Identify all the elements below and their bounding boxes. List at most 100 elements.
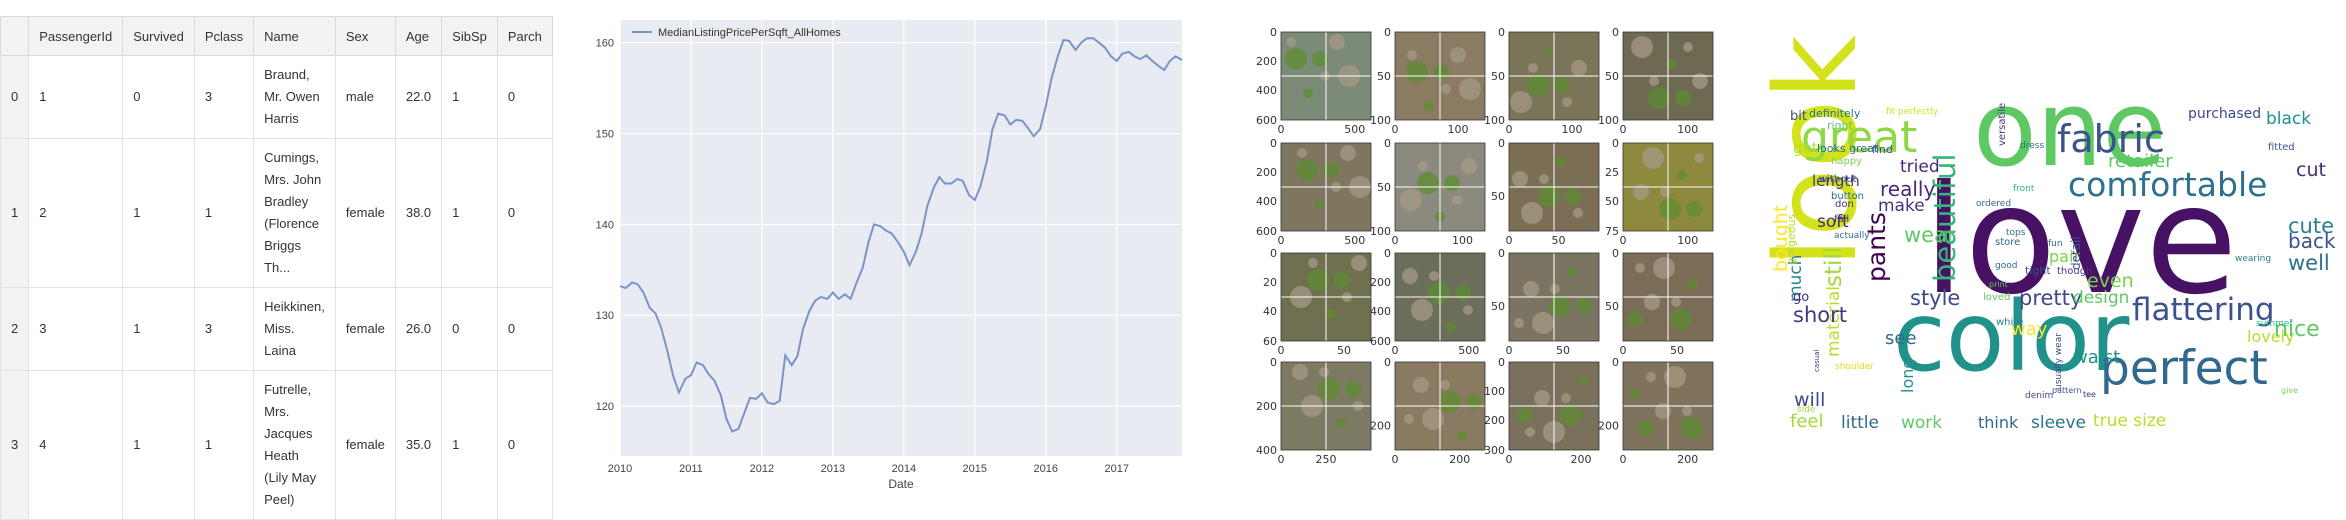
x-tick-label: 2013 [821, 463, 845, 475]
word-cloud-word: though [2057, 266, 2092, 277]
word-cloud-word: actually [1834, 231, 1870, 241]
tile-texture [1457, 431, 1467, 441]
tile-texture [1340, 145, 1356, 161]
tile-x-tick: 100 [1677, 234, 1698, 247]
tile-texture [1292, 364, 1308, 380]
word-cloud-word: little [1841, 413, 1879, 433]
tile-y-tick: 0 [1270, 137, 1277, 150]
tile-y-tick: 0 [1498, 26, 1505, 39]
tile-texture [1463, 305, 1473, 315]
tile-texture [1336, 418, 1346, 428]
tile-frame [1394, 361, 1486, 451]
series-line [619, 37, 1183, 433]
tile-texture [1517, 407, 1533, 423]
word-cloud-word: even [2087, 270, 2134, 292]
tile-texture [1646, 372, 1656, 382]
name-line: (Lily May [264, 470, 317, 485]
tile-texture [1351, 255, 1367, 271]
word-cloud-word: pattern [2052, 386, 2081, 395]
word-cloud-word: wearing [2235, 254, 2271, 264]
tile-y-tick: 60 [1263, 335, 1277, 348]
tile-x-tick: 0 [1278, 344, 1285, 357]
tile-frame [1280, 252, 1372, 342]
word-cloud-word: tried [1900, 157, 1940, 177]
word-cloud-word: tight [2025, 264, 2051, 277]
word-cloud-word: fitted [2268, 142, 2295, 153]
table-cell: 1 [122, 138, 195, 288]
tile-x-tick: 0 [1278, 234, 1285, 247]
name-line: Bradley [264, 194, 309, 209]
name-line: Heath [264, 448, 299, 463]
tile-x-tick: 50 [1556, 344, 1570, 357]
table-cell: 35.0 [394, 370, 443, 520]
image-tile: 0 50 0 50 [1605, 247, 1714, 357]
word-cloud-word: see [1885, 328, 1917, 349]
table-cell: 1 [441, 55, 498, 139]
name-line: Jacques [264, 426, 313, 441]
tile-texture [1688, 280, 1698, 290]
x-tick-label: 2015 [963, 463, 987, 475]
column-header: Age [394, 16, 443, 56]
tile-texture [1629, 389, 1639, 399]
table-cell: 4 [28, 370, 124, 520]
tile-texture [1682, 406, 1692, 416]
tile-x-tick: 500 [1344, 123, 1365, 136]
tile-y-tick: 0 [1384, 356, 1391, 369]
column-header: Survived [122, 16, 195, 56]
tile-texture [1521, 202, 1543, 224]
table-cell: 2 [28, 138, 124, 288]
tile-y-tick: 0 [1498, 137, 1505, 150]
image-tile: 0 200 0 100 200 300 [1484, 356, 1600, 466]
word-cloud-word: lovely [2247, 327, 2294, 346]
word-cloud-word: length [1812, 172, 1860, 190]
row-index: 2 [0, 287, 30, 371]
tile-frame [1508, 361, 1600, 451]
table-cell: 3 [193, 55, 255, 139]
word-cloud-word: love [1923, 154, 2238, 328]
tile-texture [1556, 157, 1566, 167]
name-line: Harris [264, 111, 299, 126]
tile-y-tick: 50 [1605, 70, 1619, 83]
tile-frame [1508, 31, 1600, 121]
tile-texture [1319, 367, 1329, 377]
tile-y-tick: 50 [1491, 70, 1505, 83]
word-cloud-word: tee [2083, 390, 2096, 399]
word-cloud-word: summer [2256, 319, 2293, 329]
tile-texture [1428, 282, 1450, 304]
tile-frame [1280, 142, 1372, 232]
tile-x-tick: 0 [1392, 453, 1399, 466]
tile-y-tick: 50 [1377, 181, 1391, 194]
word-cloud-word: comfortable [2068, 165, 2267, 204]
tile-texture [1571, 60, 1587, 76]
tile-x-tick: 100 [1677, 123, 1698, 136]
tile-y-tick: 300 [1484, 444, 1505, 457]
word-cloud-word: cut [2296, 159, 2326, 181]
tile-y-tick: 0 [1384, 137, 1391, 150]
tile-y-tick: 0 [1384, 26, 1391, 39]
name-line: Mrs. John [264, 172, 322, 187]
word-cloud-word: much [1786, 255, 1806, 302]
tile-texture [1512, 171, 1528, 187]
tile-y-tick: 0 [1612, 26, 1619, 39]
tile-x-tick: 0 [1620, 453, 1627, 466]
tile-texture [1525, 427, 1535, 437]
tile-texture [1523, 281, 1539, 297]
tile-texture [1461, 158, 1477, 174]
tile-frame [1280, 361, 1372, 451]
tile-texture [1297, 148, 1307, 158]
tile-texture [1528, 63, 1538, 73]
tile-texture [1538, 185, 1560, 207]
tile-x-tick: 200 [1677, 453, 1698, 466]
y-tick-label: 140 [596, 219, 614, 231]
word-cloud-word: got [1793, 139, 1818, 157]
word-cloud-word: make [1878, 196, 1925, 216]
word-cloud-word: will [1794, 389, 1825, 411]
tile-y-tick: 0 [1384, 247, 1391, 260]
y-tick-label: 130 [596, 310, 614, 322]
tile-x-tick: 200 [1449, 453, 1470, 466]
tile-frame [1622, 31, 1714, 121]
tile-texture [1307, 269, 1329, 291]
